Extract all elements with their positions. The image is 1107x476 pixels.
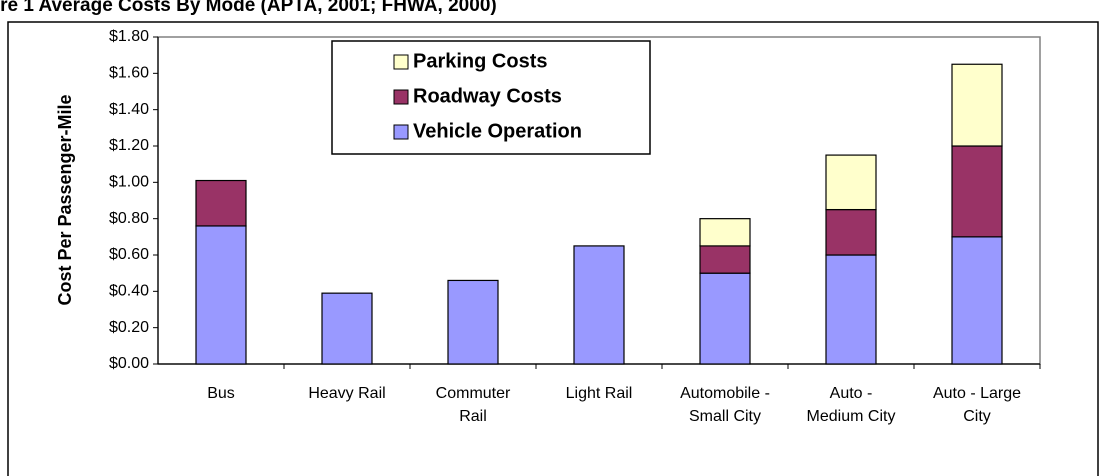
bar-segment	[195, 225, 247, 365]
legend-label: Parking Costs	[413, 50, 547, 72]
x-tick-label: Auto - Medium City	[806, 385, 896, 425]
x-tick-label: Bus	[207, 385, 235, 402]
y-tick-label: $1.80	[109, 28, 149, 45]
legend-label: Roadway Costs	[413, 85, 562, 107]
legend-swatch	[393, 89, 409, 105]
x-tick-label: Light Rail	[565, 385, 633, 402]
bar-segment	[573, 245, 625, 365]
y-axis-label: Cost Per Passenger-Mile	[55, 94, 75, 305]
y-tick-label: $1.60	[109, 65, 149, 82]
bar-segment	[699, 245, 751, 274]
bar-segment	[951, 145, 1003, 238]
y-tick-label: $1.40	[109, 101, 149, 118]
chart-frame	[7, 21, 1099, 476]
y-tick-label: $0.00	[109, 355, 149, 372]
legend-swatch	[393, 124, 409, 140]
bar-segment	[321, 292, 373, 365]
y-tick-label: $0.20	[109, 319, 149, 336]
bar-segment	[699, 218, 751, 247]
y-tick-label: $0.80	[109, 210, 149, 227]
bar-segment	[951, 236, 1003, 365]
legend-swatch	[393, 54, 409, 70]
y-tick-label: $0.60	[109, 246, 149, 263]
bar-segment	[195, 179, 247, 227]
bar-segment	[825, 208, 877, 256]
bar-segment	[825, 154, 877, 211]
y-tick-label: $1.00	[109, 174, 149, 191]
bar-segment	[825, 254, 877, 365]
legend-label: Vehicle Operation	[413, 120, 582, 142]
x-tick-label: Automobile - Small City	[680, 385, 770, 425]
legend-box	[331, 40, 651, 155]
bar-segment	[447, 279, 499, 365]
bar-segment	[699, 272, 751, 365]
chart-title: Figure 1 Average Costs By Mode (APTA, 20…	[0, 0, 497, 16]
x-tick-label: Heavy Rail	[308, 385, 386, 402]
x-tick-label: Auto - Large City	[932, 385, 1022, 425]
y-tick-label: $1.20	[109, 137, 149, 154]
x-tick-label: Commuter Rail	[435, 385, 511, 425]
bar-segment	[951, 63, 1003, 147]
y-tick-label: $0.40	[109, 283, 149, 300]
